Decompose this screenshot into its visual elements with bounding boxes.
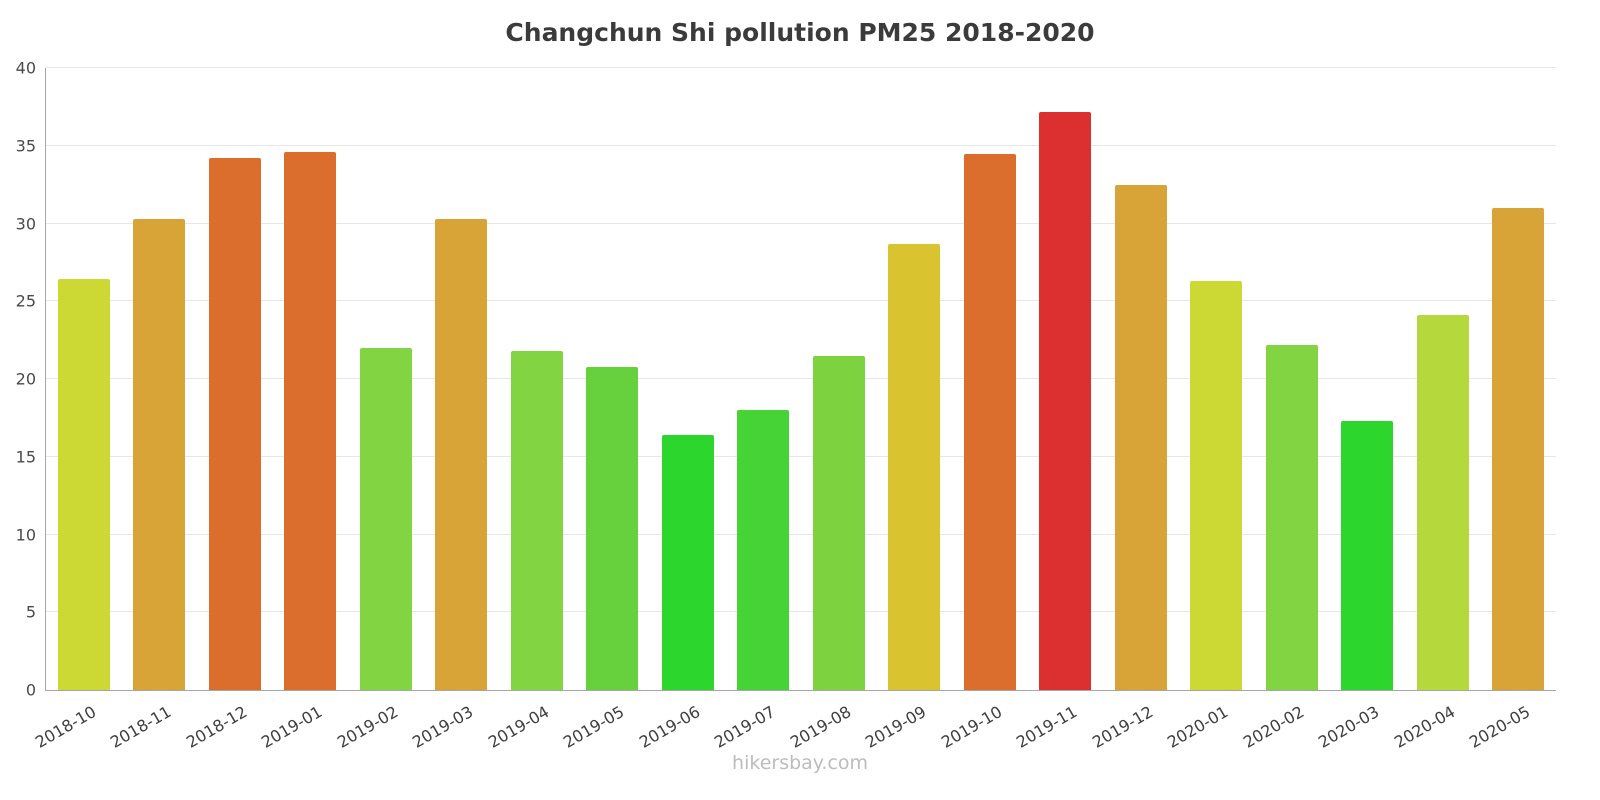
x-tick-label-2019-09: 2019-09 xyxy=(862,702,930,752)
bar-2020-03 xyxy=(1341,421,1394,690)
bar-2019-05 xyxy=(586,366,639,690)
bar-2018-11 xyxy=(133,218,186,690)
bar-2019-11 xyxy=(1039,111,1092,690)
gridline-10 xyxy=(46,533,1556,535)
y-tick-label-15: 15 xyxy=(15,447,36,467)
x-tick-label-2020-01: 2020-01 xyxy=(1164,702,1232,752)
bar-2019-03 xyxy=(435,218,488,690)
x-tick-label-2019-06: 2019-06 xyxy=(635,702,704,752)
bar-2018-10 xyxy=(57,279,110,690)
x-tick-label-2019-12: 2019-12 xyxy=(1088,702,1157,752)
bar-2019-07 xyxy=(737,410,790,690)
bar-2020-04 xyxy=(1416,315,1469,690)
bar-2020-02 xyxy=(1265,344,1318,690)
bar-2020-01 xyxy=(1190,281,1243,690)
gridline-25 xyxy=(46,300,1556,302)
x-tick-label-2020-05: 2020-05 xyxy=(1466,702,1534,752)
y-tick-label-35: 35 xyxy=(15,136,36,156)
x-tick-label-2018-11: 2018-11 xyxy=(107,702,175,752)
y-tick-label-40: 40 xyxy=(15,58,36,78)
x-tick-label-2019-05: 2019-05 xyxy=(560,702,628,752)
gridline-5 xyxy=(46,611,1556,613)
bar-2019-01 xyxy=(284,151,337,690)
x-tick-label-2020-02: 2020-02 xyxy=(1239,702,1308,752)
x-tick-label-2019-07: 2019-07 xyxy=(711,702,779,752)
bar-2020-05 xyxy=(1492,207,1545,690)
bar-2018-12 xyxy=(208,158,261,690)
x-tick-label-2018-12: 2018-12 xyxy=(182,702,251,752)
bar-2019-12 xyxy=(1114,184,1167,690)
x-tick-label-2019-10: 2019-10 xyxy=(937,702,1006,752)
y-tick-label-30: 30 xyxy=(15,214,36,233)
gridline-15 xyxy=(46,455,1556,457)
y-tick-label-25: 25 xyxy=(15,291,36,311)
x-tick-label-2020-04: 2020-04 xyxy=(1390,702,1459,752)
bar-2019-10 xyxy=(963,153,1016,690)
bar-2019-09 xyxy=(888,243,941,690)
bar-2019-02 xyxy=(359,347,412,690)
x-tick-label-2019-03: 2019-03 xyxy=(409,702,477,752)
y-tick-label-0: 0 xyxy=(25,680,36,700)
chart-title: Changchun Shi pollution PM25 2018-2020 xyxy=(505,18,1095,47)
gridline-40 xyxy=(46,67,1556,68)
x-tick-label-2019-01: 2019-01 xyxy=(258,702,326,752)
gridline-20 xyxy=(46,378,1556,379)
bar-2019-04 xyxy=(510,351,563,690)
y-tick-label-10: 10 xyxy=(15,525,36,544)
y-tick-label-20: 20 xyxy=(15,369,36,389)
footer-watermark: hikersbay.com xyxy=(732,752,868,774)
x-tick-label-2019-08: 2019-08 xyxy=(786,702,855,752)
y-tick-label-5: 5 xyxy=(25,602,36,622)
x-tick-label-2019-11: 2019-11 xyxy=(1013,702,1081,752)
bar-2019-08 xyxy=(812,355,865,690)
bar-2019-06 xyxy=(661,434,714,690)
x-tick-label-2019-04: 2019-04 xyxy=(484,702,553,752)
plot-area: 0 5 10 15 20 25 30 35 40 2018-10 2018-11 2018-12 201… xyxy=(16,59,1556,752)
gridline-35 xyxy=(46,144,1556,146)
gridline-30 xyxy=(46,222,1556,224)
x-tick-label-2018-10: 2018-10 xyxy=(31,702,100,752)
x-tick-label-2020-03: 2020-03 xyxy=(1315,702,1383,752)
x-tick-label-2019-02: 2019-02 xyxy=(333,702,402,752)
